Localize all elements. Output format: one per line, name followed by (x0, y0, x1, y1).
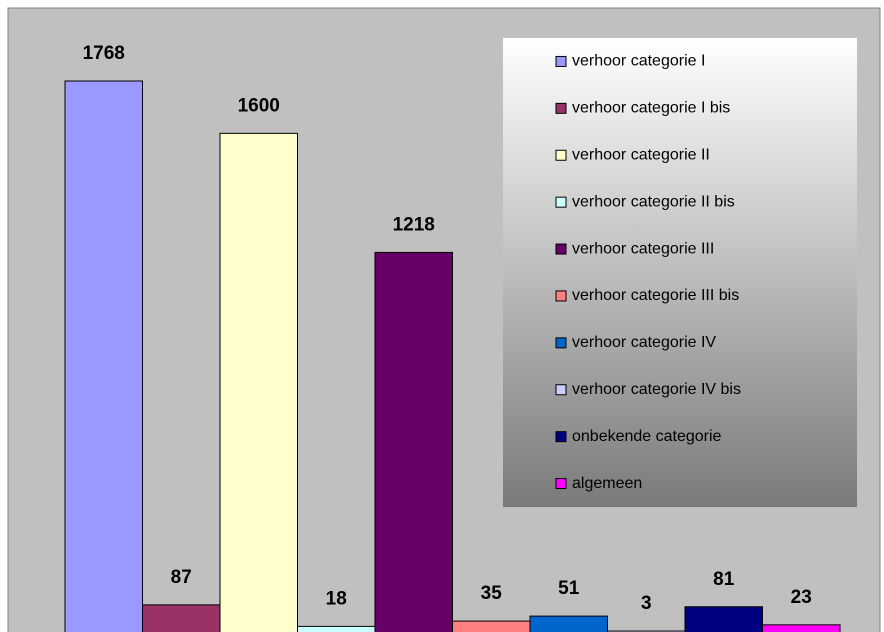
value-label: 1218 (393, 214, 435, 235)
bar (374, 251, 453, 632)
bar (219, 132, 298, 632)
bar (297, 625, 376, 632)
legend-label: verhoor categorie II (572, 146, 710, 163)
legend-label: verhoor categorie I (572, 53, 705, 70)
legend-label: verhoor categorie II bis (572, 193, 735, 210)
value-label: 87 (171, 567, 192, 588)
legend-label: verhoor categorie III (572, 240, 714, 257)
value-label: 1768 (83, 43, 125, 64)
legend-label: verhoor categorie IV (572, 334, 716, 351)
value-label: 81 (713, 569, 735, 590)
bar (452, 620, 531, 632)
legend-label: verhoor categorie I bis (572, 100, 730, 117)
legend-swatch (555, 431, 567, 443)
legend-box (503, 38, 857, 507)
legend-swatch (555, 290, 567, 302)
legend-swatch (555, 384, 567, 396)
bar (529, 615, 608, 632)
bar (142, 604, 221, 632)
value-label: 51 (558, 578, 580, 599)
legend-swatch (555, 149, 567, 161)
legend-label: verhoor categorie IV bis (572, 381, 741, 398)
value-label: 1600 (238, 95, 280, 116)
value-label: 3 (641, 593, 652, 614)
legend-swatch (555, 478, 567, 490)
legend-label: verhoor categorie III bis (572, 287, 739, 304)
legend-swatch (555, 337, 567, 349)
legend-swatch (555, 196, 567, 208)
legend-swatch (555, 55, 567, 67)
legend-swatch (555, 243, 567, 255)
value-label: 18 (326, 588, 347, 609)
bar (684, 606, 763, 632)
bar (64, 80, 143, 632)
legend-label: onbekende categorie (572, 428, 722, 445)
bar (762, 624, 841, 632)
legend-label: algemeen (572, 475, 642, 492)
legend-swatch (555, 102, 567, 114)
value-label: 35 (481, 583, 503, 604)
value-label: 23 (791, 587, 812, 608)
